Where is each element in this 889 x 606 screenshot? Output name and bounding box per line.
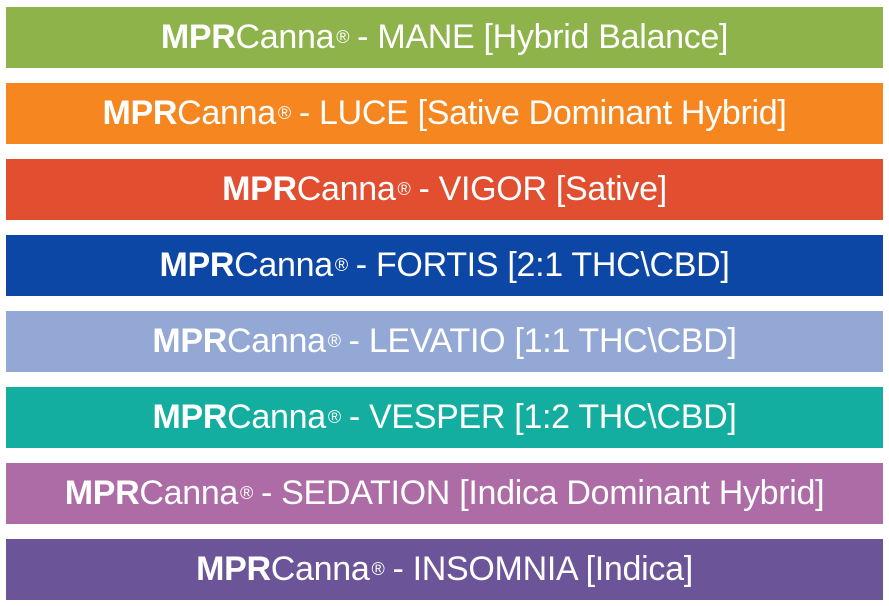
brand-regular: Canna bbox=[235, 18, 335, 56]
product-row-levatio: MPR Canna ® - LEVATIO [1:1 THC\CBD] bbox=[6, 311, 883, 372]
brand-regular: Canna bbox=[177, 94, 276, 132]
product-row-fortis: MPR Canna ® - FORTIS [2:1 THC\CBD] bbox=[6, 235, 883, 296]
product-row-insomnia: MPR Canna ® - INSOMNIA [Indica] bbox=[6, 539, 883, 600]
product-row-luce: MPR Canna ® - LUCE [Sative Dominant Hybrid] bbox=[6, 83, 883, 144]
brand-regular: Canna bbox=[234, 246, 333, 284]
product-label: - LEVATIO [1:1 THC\CBD] bbox=[348, 322, 737, 360]
product-label: - VESPER [1:2 THC\CBD] bbox=[348, 398, 737, 436]
product-row-vesper: MPR Canna ® - VESPER [1:2 THC\CBD] bbox=[6, 387, 883, 448]
brand-bold: MPR bbox=[64, 474, 140, 512]
registered-mark: ® bbox=[327, 331, 341, 351]
registered-mark: ® bbox=[327, 407, 341, 427]
brand-bold: MPR bbox=[196, 550, 271, 588]
product-label: - INSOMNIA [Indica] bbox=[392, 550, 693, 588]
brand-regular: Canna bbox=[139, 474, 239, 512]
brand-bold: MPR bbox=[222, 170, 297, 208]
registered-mark: ® bbox=[240, 483, 254, 503]
brand-bold: MPR bbox=[102, 94, 178, 132]
brand-regular: Canna bbox=[227, 398, 326, 436]
product-row-mane: MPR Canna ® - MANE [Hybrid Balance] bbox=[6, 7, 883, 68]
brand-bold: MPR bbox=[152, 322, 227, 360]
product-row-vigor: MPR Canna ® - VIGOR [Sative] bbox=[6, 159, 883, 220]
product-label: - MANE [Hybrid Balance] bbox=[357, 18, 729, 56]
product-list: MPR Canna ® - MANE [Hybrid Balance] MPR Cann… bbox=[6, 7, 883, 600]
registered-mark: ® bbox=[334, 255, 348, 275]
registered-mark: ® bbox=[397, 179, 411, 199]
product-label: - LUCE [Sative Dominant Hybrid] bbox=[298, 94, 787, 132]
registered-mark: ® bbox=[336, 27, 350, 47]
product-label: - VIGOR [Sative] bbox=[418, 170, 667, 208]
brand-regular: Canna bbox=[296, 170, 396, 208]
brand-bold: MPR bbox=[152, 398, 228, 436]
registered-mark: ® bbox=[277, 103, 291, 123]
brand-bold: MPR bbox=[160, 18, 236, 56]
registered-mark: ® bbox=[371, 559, 385, 579]
product-row-sedation: MPR Canna ® - SEDATION [Indica Dominant Hyb… bbox=[6, 463, 883, 524]
brand-bold: MPR bbox=[159, 246, 235, 284]
brand-regular: Canna bbox=[270, 550, 370, 588]
product-label: - SEDATION [Indica Dominant Hybrid] bbox=[261, 474, 825, 512]
brand-regular: Canna bbox=[227, 322, 326, 360]
product-label: - FORTIS [2:1 THC\CBD] bbox=[355, 246, 730, 284]
